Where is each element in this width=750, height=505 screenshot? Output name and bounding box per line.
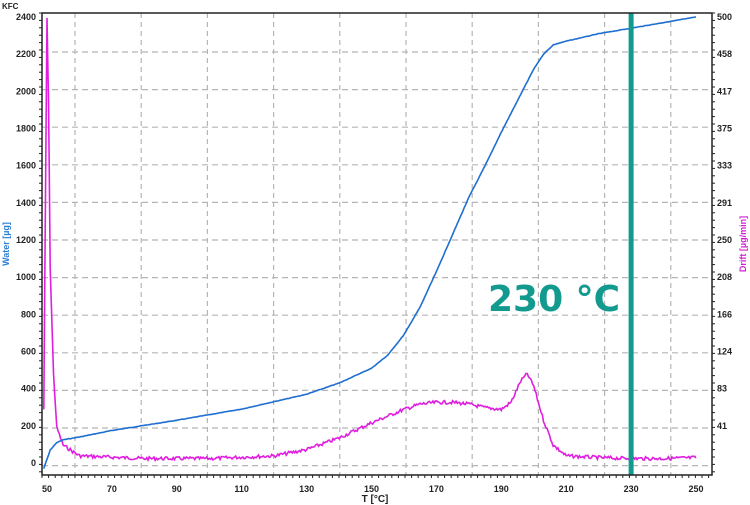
x-axis-title: T [°C] [362, 494, 389, 505]
y-tick-label-left: 2400 [16, 12, 36, 22]
y-tick-label-left: 2200 [16, 49, 36, 59]
y-tick-label-right: 83 [717, 384, 727, 394]
x-tick-label: 250 [688, 484, 703, 494]
y-tick-label-left: 400 [21, 384, 36, 394]
y-tick-label-right: 208 [717, 272, 732, 282]
y-tick-label-right: 417 [717, 86, 732, 96]
marker-line-230c [628, 13, 634, 475]
corner-label: KFC [2, 2, 19, 11]
y-tick-label-left: 1400 [16, 198, 36, 208]
y-tick-label-left: 2000 [16, 86, 36, 96]
y-tick-label-left: 1600 [16, 161, 36, 171]
y-tick-label-right: 500 [717, 12, 732, 22]
y-tick-label-right: 458 [717, 49, 732, 59]
y-tick-label-right: 333 [717, 161, 732, 171]
grid-lines [42, 13, 712, 475]
y-tick-label-right: 166 [717, 309, 732, 319]
y-axis-title-right: Drift [µg/min] [738, 216, 748, 272]
y-tick-label-left: 600 [21, 347, 36, 357]
y-tick-label-right: 291 [717, 198, 732, 208]
y-tick-label-left: 200 [21, 421, 36, 431]
temperature-marker [628, 13, 634, 475]
x-tick-label: 90 [172, 484, 182, 494]
drift-line [43, 17, 697, 463]
y-tick-label-right: 124 [717, 347, 732, 357]
y-tick-label-right: 250 [717, 235, 732, 245]
x-tick-label: 110 [234, 484, 249, 494]
drift-series [43, 17, 697, 463]
y-tick-label-left: 1200 [16, 235, 36, 245]
y-tick-label-left: 1000 [16, 272, 36, 282]
y-tick-label-right: 41 [717, 421, 727, 431]
x-tick-label: 190 [494, 484, 509, 494]
x-tick-label: 210 [559, 484, 574, 494]
y-axis-title-left: Water [µg] [1, 222, 11, 266]
axis-ticks: 50 70 90 110 130 150 170 190 210 230 250 0 200 400 600… [16, 12, 732, 494]
x-tick-label: 50 [42, 484, 52, 494]
x-tick-label: 170 [429, 484, 444, 494]
water-series [43, 16, 697, 469]
x-tick-label: 150 [364, 484, 379, 494]
y-tick-label-right: 375 [717, 124, 732, 134]
x-tick-label: 130 [299, 484, 314, 494]
plot-frame [41, 12, 713, 476]
y-tick-label-left: 1800 [16, 124, 36, 134]
water-line [43, 16, 697, 469]
x-tick-label: 70 [107, 484, 117, 494]
y-tick-label-left: 0 [31, 458, 36, 468]
temperature-annotation: 230 °C [488, 279, 620, 320]
x-tick-label: 230 [624, 484, 639, 494]
y-tick-label-left: 800 [21, 309, 36, 319]
